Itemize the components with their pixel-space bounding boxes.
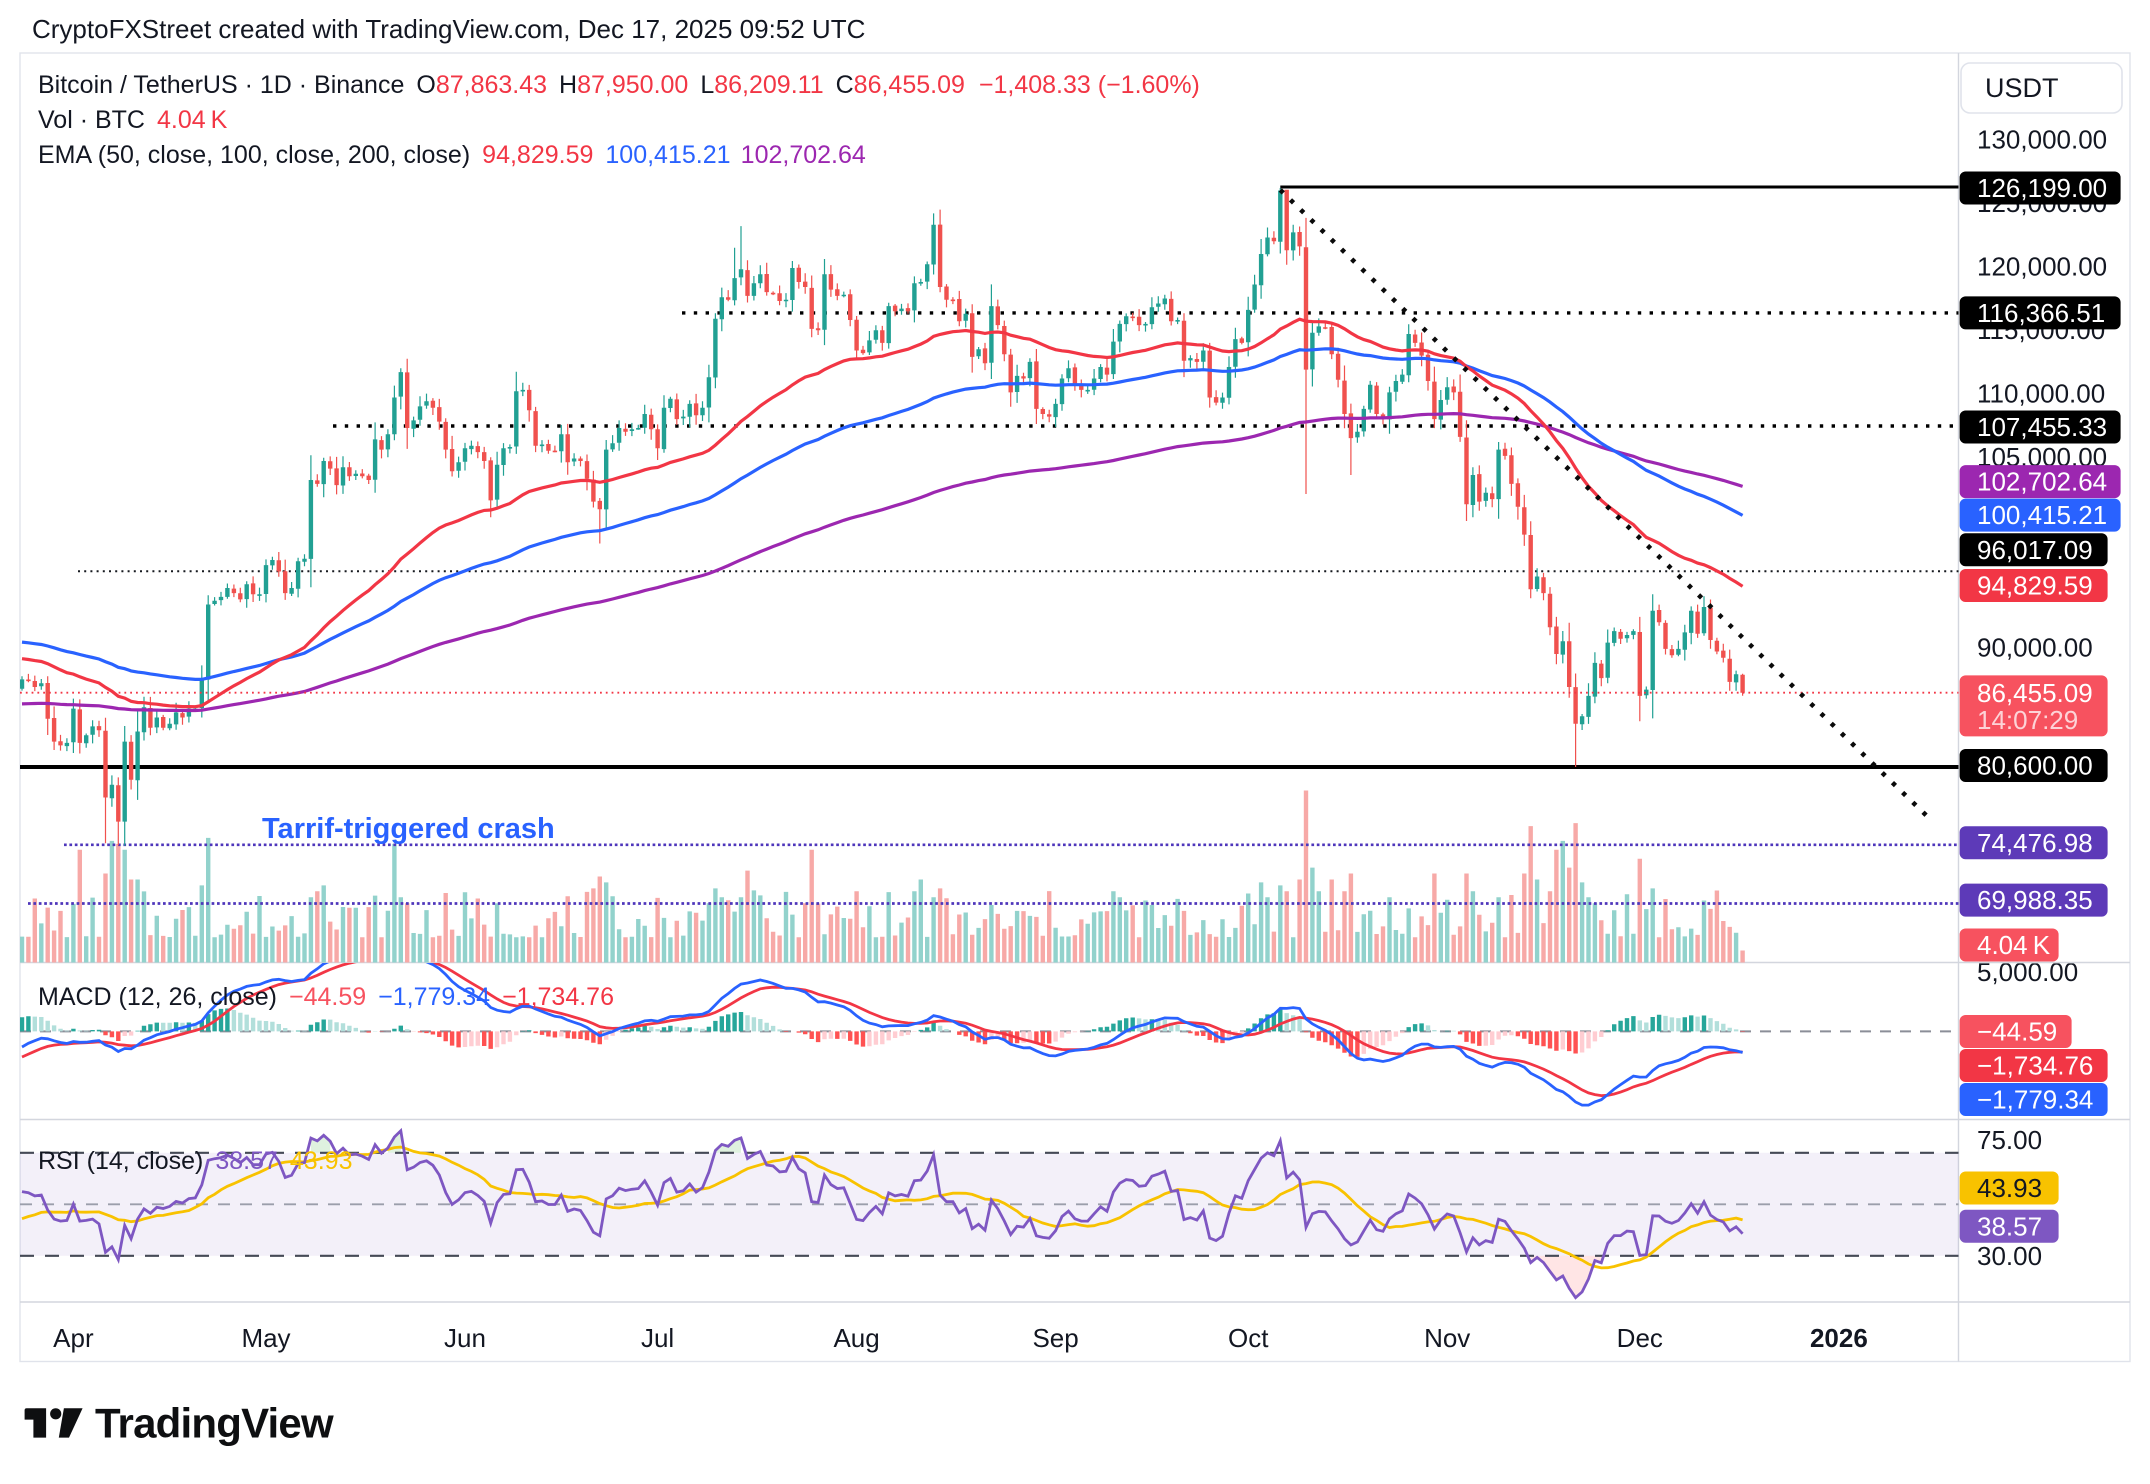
svg-text:38.57: 38.57: [1977, 1211, 2042, 1241]
svg-text:74,476.98: 74,476.98: [1977, 828, 2093, 858]
svg-text:Sep: Sep: [1032, 1323, 1078, 1353]
svg-text:TradingView: TradingView: [95, 1400, 334, 1447]
svg-text:30.00: 30.00: [1977, 1241, 2042, 1271]
svg-text:Tarrif-triggered crash: Tarrif-triggered crash: [262, 813, 555, 845]
svg-text:116,366.51: 116,366.51: [1977, 298, 2105, 328]
svg-text:107,455.33: 107,455.33: [1977, 412, 2107, 442]
svg-text:100,415.21: 100,415.21: [1977, 500, 2107, 530]
svg-text:Dec: Dec: [1617, 1323, 1663, 1353]
svg-text:126,199.00: 126,199.00: [1977, 173, 2107, 203]
svg-text:14:07:29: 14:07:29: [1977, 705, 2078, 735]
svg-text:96,017.09: 96,017.09: [1977, 535, 2093, 565]
svg-text:75.00: 75.00: [1977, 1125, 2042, 1155]
svg-text:−1,734.76: −1,734.76: [1977, 1051, 2093, 1081]
svg-text:May: May: [241, 1323, 290, 1353]
svg-text:130,000.00: 130,000.00: [1977, 125, 2107, 155]
svg-text:90,000.00: 90,000.00: [1977, 633, 2093, 663]
svg-text:80,600.00: 80,600.00: [1977, 751, 2093, 781]
svg-text:120,000.00: 120,000.00: [1977, 252, 2107, 282]
svg-text:Bitcoin / TetherUS · 1D · Bina: Bitcoin / TetherUS · 1D · Binance O87,863…: [38, 71, 1200, 99]
svg-text:Jun: Jun: [444, 1323, 486, 1353]
svg-text:USDT: USDT: [1985, 73, 2059, 103]
svg-text:110,000.00: 110,000.00: [1977, 379, 2105, 409]
svg-text:94,829.59: 94,829.59: [1977, 571, 2093, 601]
svg-text:Oct: Oct: [1228, 1323, 1269, 1353]
svg-text:86,455.09: 86,455.09: [1977, 678, 2093, 708]
svg-text:CryptoFXStreet created with Tr: CryptoFXStreet created with TradingView.…: [32, 14, 865, 44]
svg-text:Jul: Jul: [641, 1323, 674, 1353]
svg-text:Apr: Apr: [53, 1323, 94, 1353]
svg-text:Nov: Nov: [1424, 1323, 1470, 1353]
svg-text:69,988.35: 69,988.35: [1977, 885, 2093, 915]
svg-text:43.93: 43.93: [1977, 1173, 2042, 1203]
svg-text:102,702.64: 102,702.64: [1977, 467, 2107, 497]
svg-text:EMA (50, close, 100, close, 20: EMA (50, close, 100, close, 200, close) 9…: [38, 141, 866, 169]
svg-text:Aug: Aug: [833, 1323, 879, 1353]
svg-text:−1,779.34: −1,779.34: [1977, 1085, 2093, 1115]
svg-text:MACD (12, 26, close)−44.59−1,7: MACD (12, 26, close) −44.59 −1,779.34 −1,73…: [38, 983, 614, 1011]
svg-text:5,000.00: 5,000.00: [1977, 957, 2078, 987]
svg-text:−44.59: −44.59: [1977, 1017, 2057, 1047]
svg-text:2026: 2026: [1810, 1323, 1868, 1353]
svg-text:4.04 K: 4.04 K: [1977, 930, 2051, 960]
